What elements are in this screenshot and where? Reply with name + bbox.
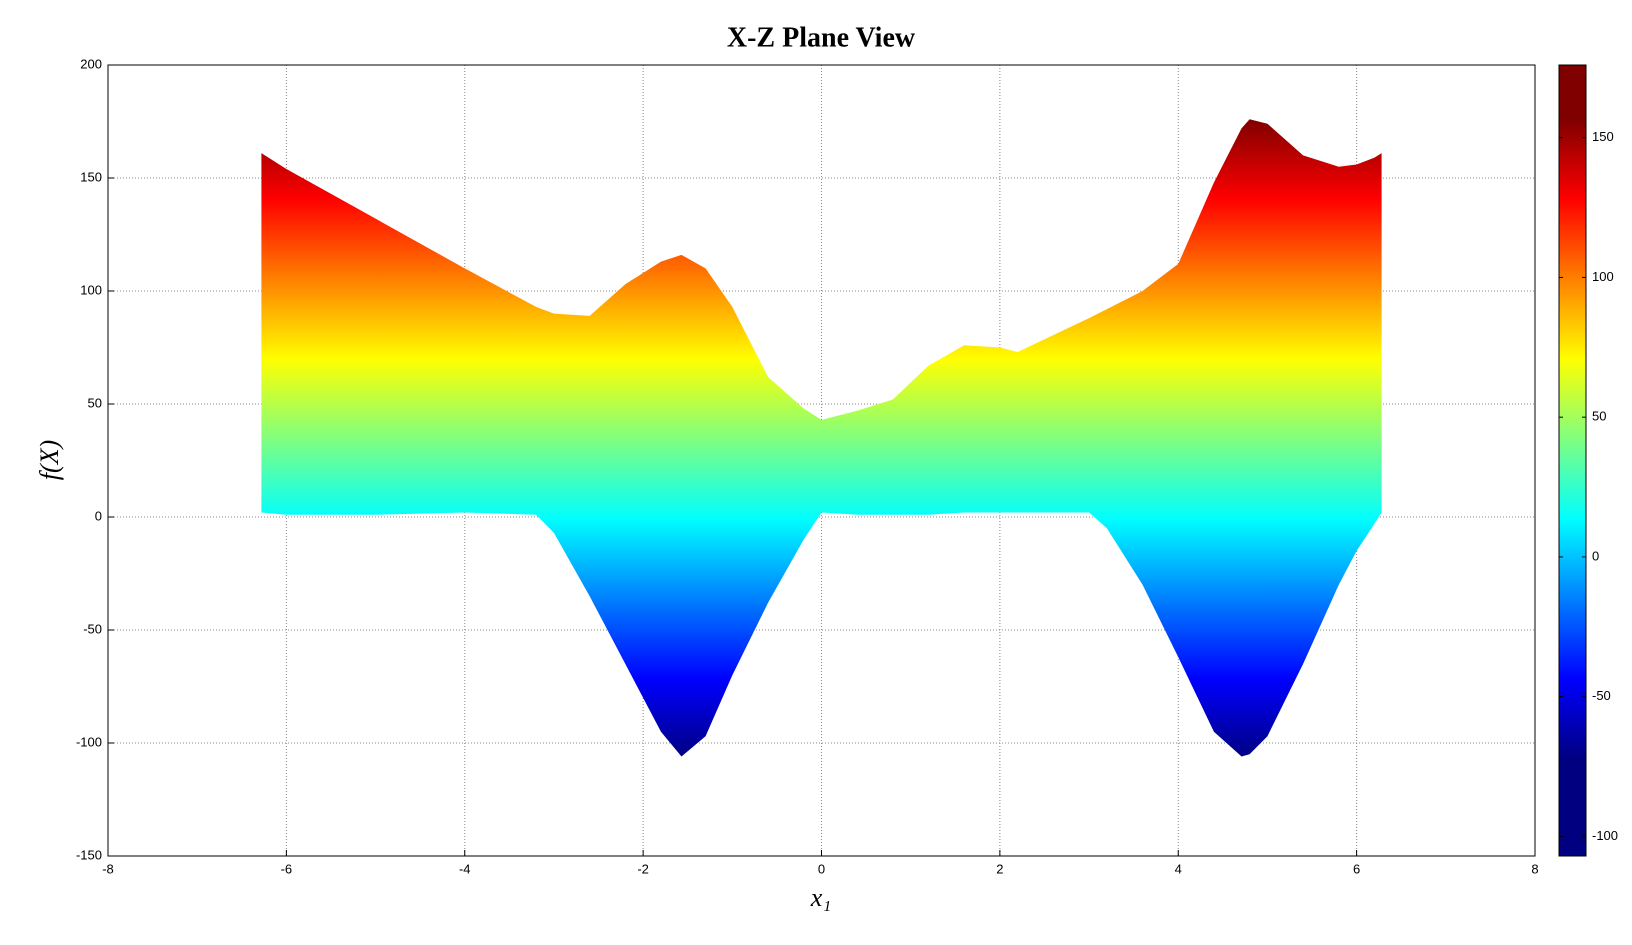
x-tick-label: 4	[1175, 861, 1182, 876]
x-tick-label: -2	[637, 861, 649, 876]
chart-title: X-Z Plane View	[727, 22, 916, 53]
y-tick-label: 100	[80, 282, 102, 297]
x-tick-label: 6	[1353, 861, 1360, 876]
y-tick-label: 150	[80, 169, 102, 184]
colorbar-tick-label: 50	[1592, 409, 1606, 424]
x-tick-label: 2	[996, 861, 1003, 876]
colorbar-tick-label: 100	[1592, 269, 1614, 284]
x-tick-label: -6	[281, 861, 293, 876]
y-tick-label: 0	[95, 508, 102, 523]
plot-frame	[107, 64, 1536, 857]
colorbar-tick-label: 150	[1592, 129, 1614, 144]
surface-band	[261, 119, 1382, 757]
x-axis-label: x₁	[810, 883, 832, 912]
y-tick-label: -50	[83, 621, 102, 636]
y-tick-label: -150	[76, 847, 102, 862]
colorbar-tick-label: -100	[1592, 828, 1618, 843]
y-tick-label: 50	[88, 395, 102, 410]
x-tick-label: -4	[459, 861, 471, 876]
colorbar	[1558, 64, 1587, 857]
x-tick-label: 0	[818, 861, 825, 876]
y-tick-label: -100	[76, 734, 102, 749]
y-tick-label: 200	[80, 56, 102, 71]
x-tick-label: 8	[1531, 861, 1538, 876]
y-axis-label: f(X)	[35, 440, 64, 480]
x-tick-label: -8	[102, 861, 114, 876]
colorbar-tick-label: 0	[1592, 548, 1599, 563]
colorbar-tick-label: -50	[1592, 688, 1611, 703]
